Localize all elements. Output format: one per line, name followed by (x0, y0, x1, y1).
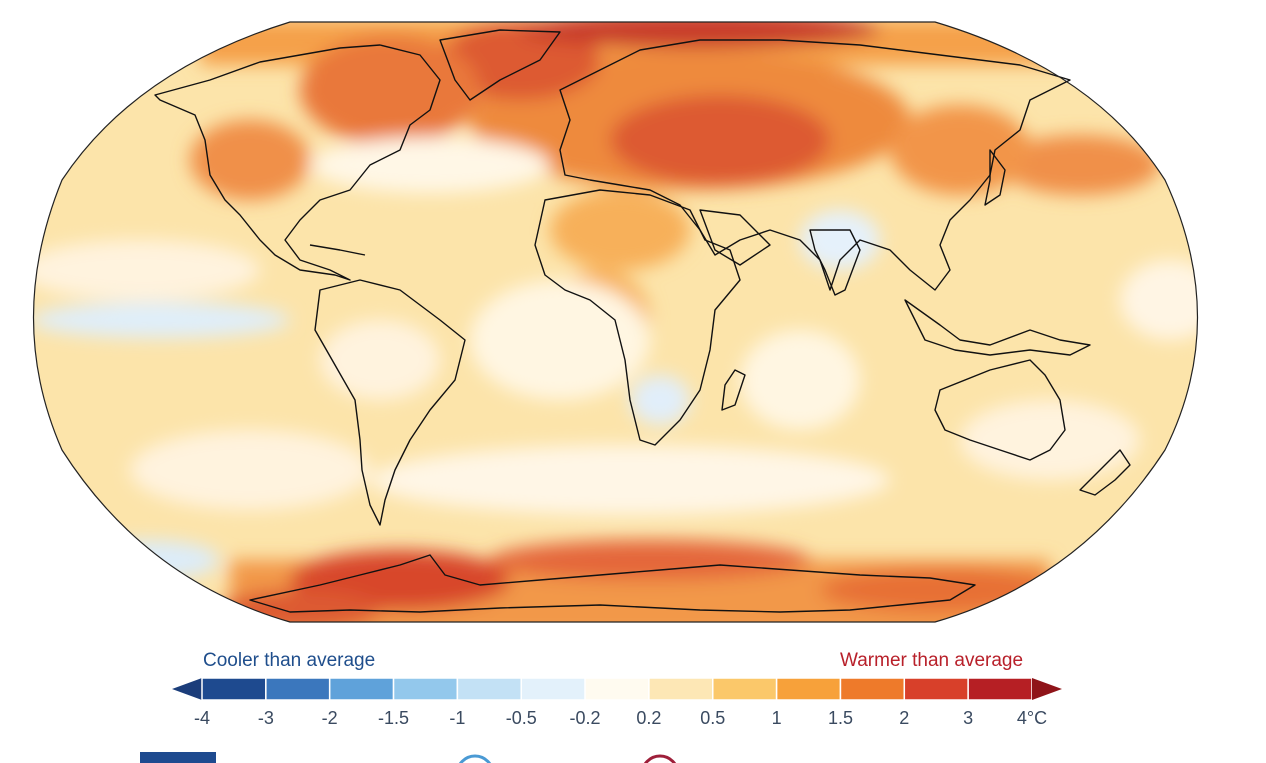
tick-label: 0.2 (636, 708, 662, 728)
tick-label: 2 (899, 708, 910, 728)
colorbar-cell (520, 677, 586, 701)
colorbar-cell (265, 677, 331, 701)
tick-label: 3 (963, 708, 974, 728)
colorbar-arrow-low (172, 678, 202, 700)
tick-label: -1 (449, 708, 466, 728)
tick-label: 1.5 (827, 708, 853, 728)
tick-label: -0.5 (505, 708, 537, 728)
colorbar-cell (648, 677, 714, 701)
coastline-australia (934, 359, 1066, 461)
coastline-caribbean (309, 244, 366, 256)
coastlines (154, 29, 1131, 613)
coastline-south-america (314, 279, 466, 526)
anomaly-field (33, 22, 1198, 622)
coastline-greenland (439, 29, 561, 101)
coastline-madagascar (721, 369, 746, 411)
coastline-new-zealand (1079, 449, 1131, 496)
globe-outline (32, 21, 1199, 623)
colorbar-arrow-high (1032, 678, 1062, 700)
colorbar-cell (328, 677, 395, 701)
coastline-north-america (154, 44, 441, 281)
coastline-antarctica (249, 554, 976, 613)
world-temperature-anomaly-map (32, 21, 1199, 623)
colorbar-cell (392, 677, 459, 701)
coastline-eurasia (559, 39, 1071, 291)
colorbar-cell (201, 677, 267, 701)
cooler-than-average-label: Cooler than average (203, 650, 376, 671)
tick-label: -3 (257, 708, 274, 728)
coastline-africa (534, 189, 741, 446)
colorbar-cell (775, 677, 842, 701)
tick-label: -0.2 (569, 708, 601, 728)
tick-label: 4°C (1016, 708, 1048, 728)
warmer-than-average-label: Warmer than average (840, 650, 1024, 671)
coastline-japan (984, 149, 1006, 206)
coastline-indonesia (904, 299, 1091, 356)
partial-warm-circle-icon (643, 754, 677, 763)
tick-label: -1.5 (378, 708, 410, 728)
colorbar-cell (839, 677, 906, 701)
partial-blue-swatch (140, 752, 216, 763)
partial-cool-circle-icon (458, 754, 492, 763)
tick-label: -4 (193, 708, 211, 728)
colorbar-cell (584, 677, 650, 701)
tick-label: 0.5 (700, 708, 726, 728)
colorbar-cell (967, 677, 1033, 701)
tick-label: 1 (771, 708, 782, 728)
colorbar-cell (712, 677, 778, 701)
coastline-india (809, 229, 861, 296)
colorbar-cell (456, 677, 522, 701)
tick-label: -2 (321, 708, 338, 728)
coastline-arabia (699, 209, 771, 266)
colorbar-cell (903, 677, 969, 701)
